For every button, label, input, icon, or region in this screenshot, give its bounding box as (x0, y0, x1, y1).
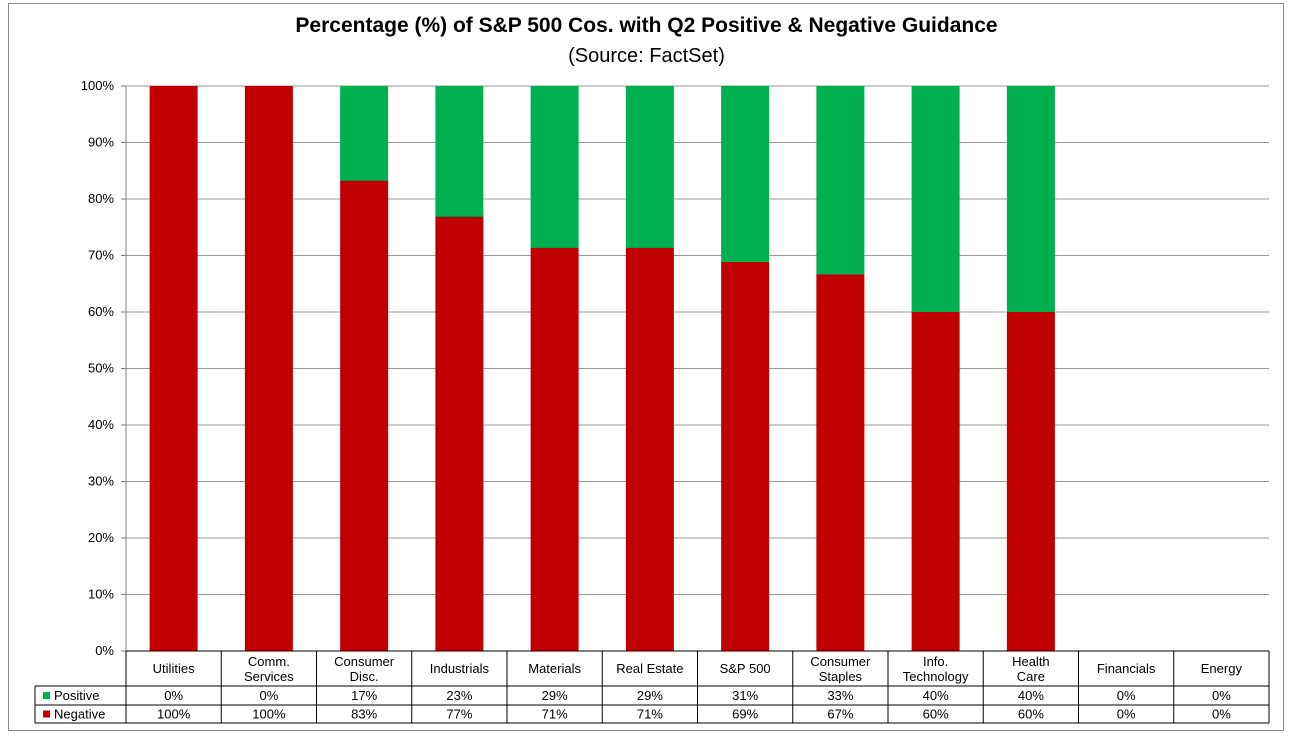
x-category-label: Utilities (153, 661, 195, 676)
data-label-positive: 40% (923, 688, 949, 703)
y-tick-label: 60% (88, 304, 114, 319)
bar-negative (149, 86, 198, 651)
data-label-negative: 0% (1117, 707, 1136, 722)
data-label-positive: 0% (259, 688, 278, 703)
x-category-label: Info. (923, 654, 948, 669)
data-label-negative: 60% (1018, 707, 1044, 722)
data-label-negative: 0% (1212, 707, 1231, 722)
bar-negative (816, 274, 865, 651)
data-label-positive: 23% (446, 688, 472, 703)
x-category-label: Staples (819, 669, 863, 684)
data-label-positive: 17% (351, 688, 377, 703)
x-category-label: Disc. (350, 669, 379, 684)
y-tick-label: 50% (88, 361, 114, 376)
data-label-negative: 77% (446, 707, 472, 722)
data-label-positive: 31% (732, 688, 758, 703)
data-label-negative: 100% (157, 707, 191, 722)
legend-swatch-negative (43, 710, 50, 718)
y-tick-label: 10% (88, 587, 114, 602)
chart-title: Percentage (%) of S&P 500 Cos. with Q2 P… (295, 14, 998, 37)
bar-negative (721, 261, 770, 651)
bar-positive (1006, 86, 1055, 312)
bar-negative (911, 312, 960, 651)
bar-positive (816, 86, 865, 275)
x-category-label: Care (1017, 669, 1045, 684)
bar-positive (435, 86, 484, 217)
data-label-negative: 71% (637, 707, 663, 722)
data-label-positive: 29% (637, 688, 663, 703)
chart-subtitle: (Source: FactSet) (568, 45, 725, 67)
data-label-positive: 0% (1117, 688, 1136, 703)
y-tick-label: 30% (88, 474, 114, 489)
data-label-negative: 100% (252, 707, 286, 722)
x-category-label: Comm. (248, 654, 290, 669)
bar-negative (1006, 312, 1055, 651)
bar-negative (244, 86, 293, 651)
x-category-label: Consumer (810, 654, 871, 669)
data-label-positive: 0% (164, 688, 183, 703)
bar-positive (625, 86, 674, 248)
bar-positive (911, 86, 960, 312)
x-category-label: Health (1012, 654, 1050, 669)
bar-positive (340, 86, 389, 181)
bar-positive (530, 86, 579, 248)
x-category-label: Services (244, 669, 294, 684)
x-category-label: Industrials (430, 661, 490, 676)
y-tick-label: 80% (88, 191, 114, 206)
data-label-positive: 40% (1018, 688, 1044, 703)
bar-negative (435, 216, 484, 651)
x-category-label: Financials (1097, 661, 1156, 676)
legend-swatch-positive (43, 692, 50, 699)
data-label-positive: 33% (827, 688, 853, 703)
data-label-negative: 83% (351, 707, 377, 722)
legend-label-negative: Negative (54, 707, 105, 722)
x-category-label: S&P 500 (720, 661, 771, 676)
data-label-positive: 29% (542, 688, 568, 703)
data-label-negative: 71% (542, 707, 568, 722)
x-category-label: Real Estate (616, 661, 683, 676)
y-tick-label: 70% (88, 248, 114, 263)
y-tick-label: 20% (88, 530, 114, 545)
data-label-negative: 67% (827, 707, 853, 722)
data-label-negative: 69% (732, 707, 758, 722)
y-tick-label: 100% (81, 78, 115, 93)
x-category-label: Technology (903, 669, 969, 684)
data-label-negative: 60% (923, 707, 949, 722)
bar-negative (625, 247, 674, 651)
legend-label-positive: Positive (54, 688, 100, 703)
x-category-label: Energy (1201, 661, 1243, 676)
bar-negative (530, 247, 579, 651)
x-category-label: Materials (528, 661, 581, 676)
y-tick-label: 90% (88, 135, 114, 150)
bar-negative (340, 180, 389, 652)
y-tick-label: 40% (88, 417, 114, 432)
x-category-label: Consumer (334, 654, 395, 669)
bar-positive (721, 86, 770, 262)
y-tick-label: 0% (95, 643, 114, 658)
data-label-positive: 0% (1212, 688, 1231, 703)
